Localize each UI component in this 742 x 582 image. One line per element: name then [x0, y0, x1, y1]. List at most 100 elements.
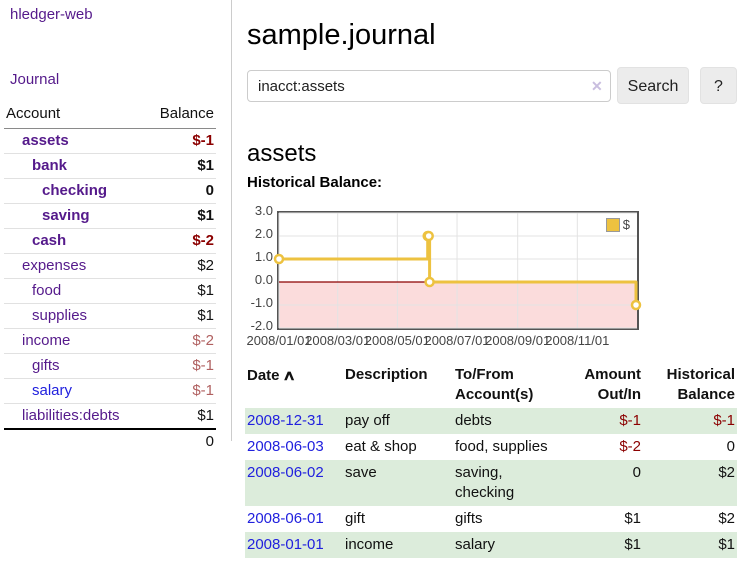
transaction-accounts: salary [455, 536, 496, 553]
search-input[interactable] [247, 70, 611, 102]
clear-search-icon[interactable]: ✕ [591, 78, 603, 94]
account-link-food[interactable]: food [32, 282, 62, 299]
account-balance: $1 [145, 303, 216, 329]
account-row: expenses $2 [4, 253, 216, 279]
transaction-accounts: saving, checking [455, 464, 515, 501]
accounts-tree-table: Account Balance assets $-1 bank $1 checking 0… [4, 103, 216, 454]
account-row: assets $-1 [4, 128, 216, 154]
y-tick-label: 0.0 [254, 272, 273, 287]
account-balance: $2 [145, 253, 216, 279]
account-link-expenses[interactable]: expenses [22, 257, 87, 274]
transaction-amount: $-1 [619, 412, 641, 429]
account-balance: $-1 [145, 353, 216, 379]
account-link-bank[interactable]: bank [32, 157, 68, 174]
accounts-tree-body: assets $-1 bank $1 checking 0 saving $1 cash $-2 e… [4, 128, 216, 430]
accounts-total-value: 0 [145, 428, 216, 454]
account-link-saving[interactable]: saving [42, 207, 90, 224]
sort-up-icon: ∧ [281, 367, 296, 383]
account-balance: $-2 [145, 328, 216, 354]
account-link-gifts[interactable]: gifts [32, 357, 60, 374]
search-button[interactable]: Search [617, 67, 689, 104]
account-balance: $-2 [145, 228, 216, 254]
transaction-amount: 0 [632, 464, 641, 481]
account-row: gifts $-1 [4, 353, 216, 379]
transaction-date-link[interactable]: 2008-06-03 [247, 438, 324, 455]
account-balance: $-1 [145, 128, 216, 154]
main-content: sample.journal ✕ Search ? assets Histori… [245, 0, 742, 582]
y-tick-label: -2.0 [250, 318, 273, 333]
accounts-total-spacer [4, 428, 146, 454]
accounts-header-row: Account Balance [4, 103, 216, 129]
transaction-balance: $1 [718, 536, 735, 553]
transaction-balance: $2 [718, 464, 735, 481]
account-row: liabilities:debts $1 [4, 403, 216, 430]
x-tick-label: 2008/05/01 [364, 333, 430, 348]
account-balance: $-1 [145, 378, 216, 404]
register-header-balance: Historical Balance [666, 366, 735, 403]
chart-section-label: Historical Balance: [247, 174, 383, 191]
help-button[interactable]: ? [700, 67, 737, 104]
transaction-date-link[interactable]: 2008-01-01 [247, 536, 324, 553]
accounts-header-balance: Balance [145, 103, 216, 129]
account-row: income $-2 [4, 328, 216, 354]
x-tick-label: 2008/01/01 [246, 333, 312, 348]
account-row: cash $-2 [4, 228, 216, 254]
register-row: 2008-06-01 gift gifts $1 $2 [245, 506, 737, 532]
accounts-header-account: Account [4, 103, 146, 129]
chart-legend: $ [605, 217, 630, 232]
transaction-date-link[interactable]: 2008-12-31 [247, 412, 324, 429]
transaction-accounts: gifts [455, 510, 483, 527]
historical-balance-chart: 3.0 2.0 1.0 0.0 -1.0 -2.0 $ 2008/01/01 2008/03… [246, 204, 742, 355]
account-row: salary $-1 [4, 378, 216, 404]
transaction-accounts: debts [455, 412, 492, 429]
account-link-supplies[interactable]: supplies [32, 307, 88, 324]
register-header-description: Description [345, 366, 428, 383]
account-link-salary[interactable]: salary [32, 382, 73, 399]
x-tick-label: 2008/09/01 [485, 333, 551, 348]
register-row: 2008-06-03 eat & shop food, supplies $-2 0 [245, 434, 737, 460]
transaction-description: save [345, 464, 377, 481]
transaction-balance: $-1 [713, 412, 735, 429]
transaction-amount: $1 [624, 510, 641, 527]
register-header-row: Date ∧ Description To/From Account(s) Amo… [245, 362, 737, 408]
page-title: sample.journal [247, 19, 436, 52]
account-row: saving $1 [4, 203, 216, 229]
account-link-cash[interactable]: cash [32, 232, 67, 249]
account-row: bank $1 [4, 153, 216, 179]
register-header-date[interactable]: Date ∧ [247, 367, 296, 384]
account-link-liabilities-debts[interactable]: liabilities:debts [22, 407, 120, 424]
register-table: Date ∧ Description To/From Account(s) Amo… [245, 362, 737, 558]
sidebar: hledger-web Journal Account Balance asse… [0, 0, 232, 454]
x-tick-label: 2008/11/01 [545, 333, 610, 348]
sidebar-item-journal[interactable]: Journal [10, 71, 60, 88]
app-brand-link[interactable]: hledger-web [10, 6, 93, 23]
register-header-amount: Amount Out/In [584, 366, 641, 403]
account-balance: 0 [145, 178, 216, 204]
y-tick-label: 1.0 [254, 249, 273, 264]
chart-plot-area[interactable]: $ [273, 211, 642, 330]
y-tick-label: -1.0 [250, 295, 273, 310]
chart-canvas [273, 212, 642, 329]
accounts-total-row: 0 [4, 428, 216, 454]
account-row: supplies $1 [4, 303, 216, 329]
account-balance: $1 [145, 278, 216, 304]
legend-swatch-icon [605, 217, 620, 232]
transaction-date-link[interactable]: 2008-06-02 [247, 464, 324, 481]
transaction-amount: $1 [624, 536, 641, 553]
account-link-assets[interactable]: assets [22, 132, 69, 149]
legend-label: $ [622, 217, 630, 232]
transaction-balance: $2 [718, 510, 735, 527]
account-balance: $1 [145, 403, 216, 430]
transaction-date-link[interactable]: 2008-06-01 [247, 510, 324, 527]
account-link-income[interactable]: income [22, 332, 71, 349]
register-row: 2008-06-02 save saving, checking 0 $2 [245, 460, 737, 506]
account-row: food $1 [4, 278, 216, 304]
transaction-amount: $-2 [619, 438, 641, 455]
account-link-checking[interactable]: checking [42, 182, 108, 199]
transaction-accounts: food, supplies [455, 438, 548, 455]
transaction-description: pay off [345, 412, 390, 429]
register-row: 2008-12-31 pay off debts $-1 $-1 [245, 408, 737, 434]
account-row: checking 0 [4, 178, 216, 204]
y-tick-label: 2.0 [254, 226, 273, 241]
